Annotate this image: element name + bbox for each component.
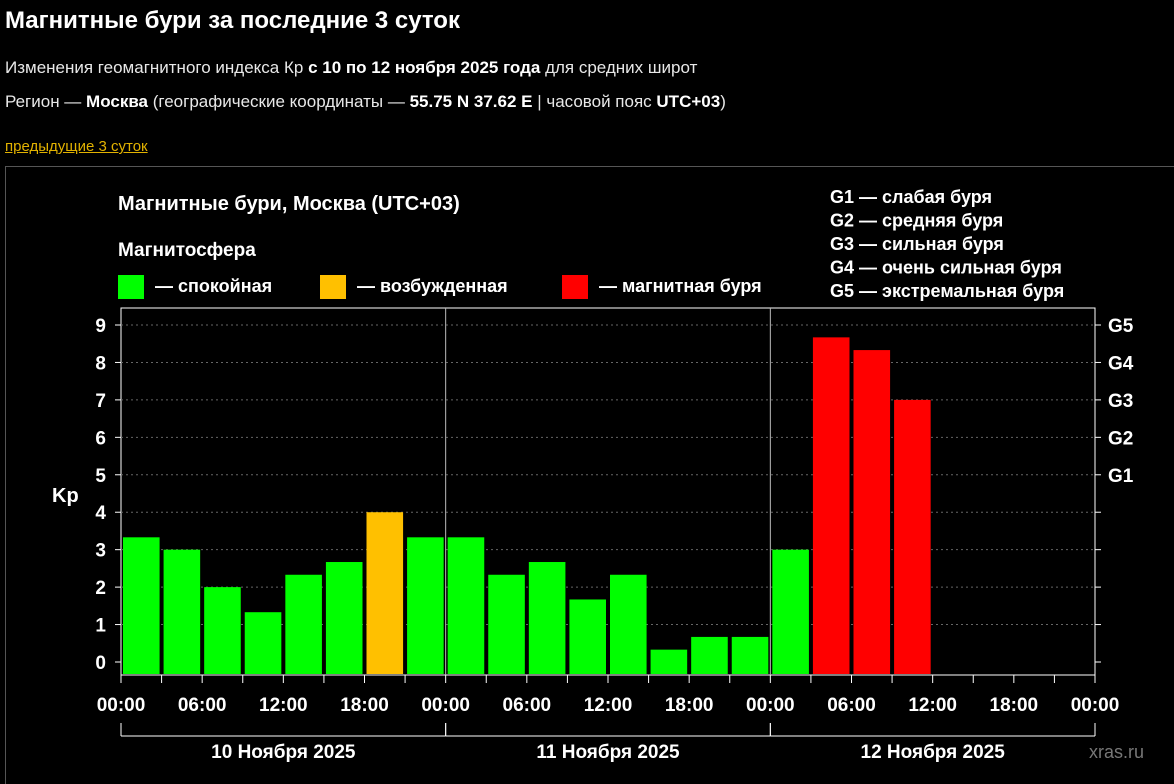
kp-bar	[204, 587, 241, 674]
y-tick-label: 2	[95, 578, 106, 599]
legend-label: — магнитная буря	[599, 276, 762, 296]
y-tick-label: 1	[95, 616, 106, 637]
date-range-suffix: для средних широт	[540, 58, 698, 77]
g-scale-label: G1	[1108, 466, 1134, 487]
x-tick-label: 18:00	[340, 695, 389, 716]
kp-bar	[853, 350, 891, 674]
date-range-value: с 10 по 12 ноября 2025 года	[308, 58, 541, 77]
region-prefix: Регион —	[5, 92, 87, 111]
y-tick-label: 5	[95, 466, 106, 487]
kp-bar	[812, 337, 850, 674]
kp-bar	[528, 562, 566, 674]
kp-bar	[894, 399, 931, 674]
kp-bar	[691, 636, 728, 674]
watermark: xras.ru	[1089, 742, 1144, 762]
x-tick-label: 00:00	[421, 695, 470, 716]
g-legend-item: G3 — сильная буря	[830, 234, 1004, 254]
y-axis-label: Kp	[52, 485, 79, 507]
day-label: 10 Ноября 2025	[211, 742, 356, 763]
y-tick-label: 3	[95, 541, 106, 562]
y-tick-label: 9	[95, 316, 106, 337]
x-tick-label: 12:00	[259, 695, 308, 716]
g-scale-label: G2	[1108, 428, 1133, 449]
legend-title: Магнитосфера	[118, 240, 256, 261]
previous-3-days-link[interactable]: предыдущие 3 суток	[5, 138, 148, 155]
g-legend-item: G5 — экстремальная буря	[830, 281, 1064, 301]
kp-bar	[325, 562, 363, 674]
kp-bar	[407, 537, 444, 674]
kp-bar	[163, 549, 201, 674]
x-tick-label: 18:00	[990, 695, 1039, 716]
date-range-line: Изменения геомагнитного индекса Кр с 10 …	[5, 58, 697, 78]
g-legend-item: G1 — слабая буря	[830, 187, 992, 207]
kp-bar	[488, 574, 525, 674]
legend-label: — возбужденная	[357, 276, 508, 296]
legend-label: — спокойная	[155, 276, 272, 296]
timezone-prefix: | часовой пояс	[532, 92, 657, 111]
x-tick-label: 12:00	[908, 695, 957, 716]
x-tick-label: 06:00	[827, 695, 876, 716]
kp-bar	[772, 549, 809, 674]
x-tick-label: 00:00	[746, 695, 795, 716]
kp-bar	[569, 599, 606, 674]
region-line: Регион — Москва (географические координа…	[5, 92, 726, 112]
day-label: 12 Ноября 2025	[861, 742, 1006, 763]
coords-prefix: (географические координаты —	[148, 92, 410, 111]
region-suffix: )	[720, 92, 726, 111]
y-tick-label: 4	[95, 503, 106, 524]
kp-bar	[610, 574, 647, 674]
y-tick-label: 7	[95, 391, 106, 412]
region-name: Москва	[86, 92, 149, 111]
y-tick-label: 0	[95, 653, 106, 674]
x-tick-label: 18:00	[665, 695, 714, 716]
g-legend-item: G4 — очень сильная буря	[830, 258, 1062, 278]
legend-swatch	[562, 275, 588, 299]
coords-value: 55.75 N 37.62 E	[409, 92, 533, 111]
page-title: Магнитные бури за последние 3 суток	[5, 7, 460, 34]
day-label: 11 Ноября 2025	[536, 742, 680, 763]
g-scale-label: G3	[1108, 391, 1133, 412]
x-tick-label: 00:00	[1071, 695, 1120, 716]
kp-bar	[447, 537, 485, 674]
g-legend-item: G2 — средняя буря	[830, 211, 1003, 231]
kp-bar	[366, 512, 404, 674]
x-tick-label: 00:00	[97, 695, 146, 716]
kp-bar	[731, 636, 769, 674]
g-scale-label: G4	[1108, 353, 1134, 374]
x-tick-label: 12:00	[584, 695, 633, 716]
kp-bar	[244, 612, 282, 674]
legend-swatch	[118, 275, 144, 299]
date-range-prefix: Изменения геомагнитного индекса Кр	[5, 58, 309, 77]
kp-bar	[650, 649, 688, 674]
kp-bar	[123, 537, 160, 674]
chart-panel	[5, 166, 1174, 784]
kp-bar	[285, 574, 322, 674]
y-tick-label: 8	[95, 353, 106, 374]
chart-title: Магнитные бури, Москва (UTC+03)	[118, 193, 460, 215]
g-scale-label: G5	[1108, 316, 1134, 337]
y-tick-label: 6	[95, 428, 106, 449]
timezone-value: UTC+03	[656, 92, 721, 111]
legend-swatch	[320, 275, 346, 299]
x-tick-label: 06:00	[178, 695, 227, 716]
x-tick-label: 06:00	[503, 695, 552, 716]
